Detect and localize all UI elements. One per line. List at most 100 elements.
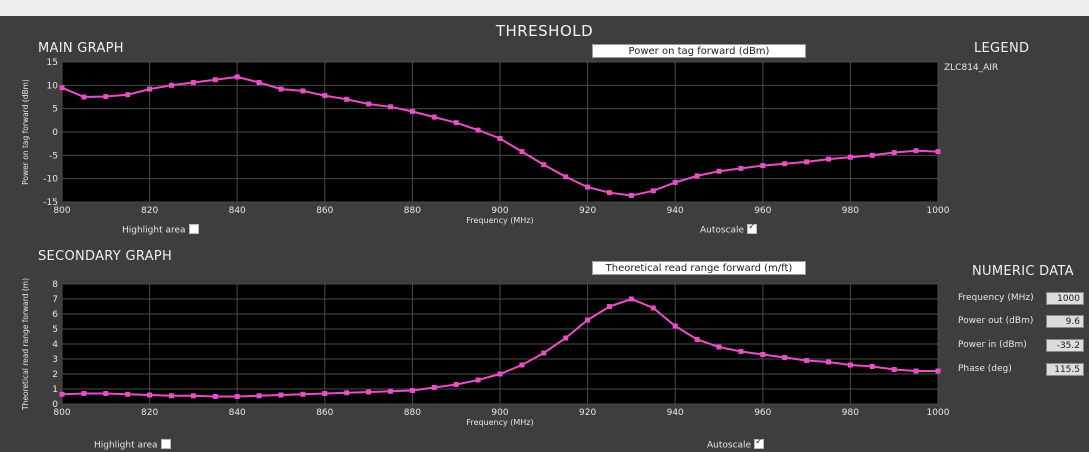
data-point <box>694 337 700 342</box>
x-tick-label: 960 <box>754 408 771 418</box>
data-point <box>716 168 722 174</box>
y-tick-label: -10 <box>43 175 58 185</box>
data-point <box>826 359 831 365</box>
numeric-row-power-in: Power in (dBm) -35.2 <box>958 339 1084 353</box>
main-autoscale-label: Autoscale <box>700 225 745 236</box>
data-point <box>716 344 722 350</box>
data-point <box>388 388 393 394</box>
data-point <box>190 393 196 399</box>
data-point <box>869 364 875 369</box>
x-tick-label: 1000 <box>927 408 950 418</box>
data-point <box>344 96 350 102</box>
secondary-highlight-area-control[interactable]: Highlight area <box>94 439 171 451</box>
data-point <box>497 136 503 142</box>
secondary-graph-title: SECONDARY GRAPH <box>38 249 173 264</box>
app-window: THRESHOLD MAIN GRAPH Power on tag forwar… <box>0 16 1089 452</box>
y-tick-label: 15 <box>47 58 58 68</box>
legend-item-zlc814-air: ZLC814_AIR <box>944 63 999 73</box>
data-point <box>125 92 131 98</box>
y-tick-label: 1 <box>52 385 58 395</box>
secondary-autoscale-control[interactable]: Autoscale <box>707 437 765 451</box>
data-point <box>300 391 306 397</box>
data-point <box>278 86 284 92</box>
data-point <box>475 377 481 383</box>
data-point <box>563 335 569 341</box>
y-tick-label: 0 <box>52 128 58 138</box>
data-point <box>103 391 109 396</box>
x-tick-label: 980 <box>842 206 859 216</box>
numeric-row-power-out: Power out (dBm) 9.6 <box>958 315 1084 329</box>
secondary-graph-selector[interactable]: Theoretical read range forward (m/ft) <box>592 261 806 275</box>
data-point <box>409 388 415 393</box>
numeric-value: 9.6 <box>1046 315 1084 328</box>
data-point <box>607 304 612 309</box>
data-point <box>607 190 612 196</box>
data-point <box>366 389 372 395</box>
data-point <box>891 150 897 156</box>
numeric-row-frequency: Frequency (MHz) 1000 <box>958 292 1084 306</box>
data-point <box>366 101 372 107</box>
legend-title: LEGEND <box>974 41 1030 56</box>
app-title: THRESHOLD <box>495 22 594 40</box>
data-point <box>453 120 459 126</box>
main-graph-chart: 800 820 840 860 880 900 920 940 960 980 1000 15 10 5 0… <box>21 58 950 225</box>
main-highlight-area-control[interactable]: Highlight area <box>122 224 199 236</box>
y-tick-label: 7 <box>52 295 58 305</box>
data-point <box>585 317 591 323</box>
data-point <box>256 393 262 399</box>
y-tick-label: -5 <box>49 151 58 161</box>
data-point <box>672 179 678 185</box>
data-point <box>103 94 109 100</box>
data-point <box>300 88 306 94</box>
secondary-autoscale-checkbox[interactable] <box>754 437 765 449</box>
y-tick-label: -15 <box>43 198 58 208</box>
data-point <box>585 184 591 190</box>
x-axis-label: Frequency (MHz) <box>466 418 533 427</box>
data-point <box>169 82 174 88</box>
x-tick-label: 820 <box>141 408 158 418</box>
numeric-value: -35.2 <box>1046 339 1084 352</box>
x-tick-label: 800 <box>53 206 70 216</box>
y-tick-label: 10 <box>47 81 59 91</box>
data-point <box>519 149 525 155</box>
y-tick-label: 6 <box>52 310 58 320</box>
data-point <box>563 174 569 180</box>
data-point <box>169 393 174 399</box>
main-graph-title: MAIN GRAPH <box>38 41 124 56</box>
x-tick-label: 820 <box>141 206 158 216</box>
x-tick-label: 920 <box>579 206 596 216</box>
data-point <box>935 149 941 155</box>
x-tick-label: 880 <box>404 408 421 418</box>
data-point <box>409 108 415 114</box>
data-point <box>804 358 810 363</box>
data-point <box>344 390 350 396</box>
data-point <box>935 368 941 374</box>
data-point <box>913 148 919 154</box>
x-tick-label: 860 <box>316 206 333 216</box>
data-point <box>388 104 393 110</box>
x-tick-label: 920 <box>579 408 596 418</box>
main-highlight-area-checkbox[interactable] <box>188 224 199 234</box>
x-tick-label: 800 <box>53 408 70 418</box>
data-point <box>475 127 481 133</box>
x-tick-label: 900 <box>491 408 508 418</box>
data-point <box>125 391 131 397</box>
data-point <box>147 392 153 398</box>
data-point <box>738 165 744 171</box>
main-autoscale-checkbox[interactable] <box>747 222 758 234</box>
y-axis-label: Power on tag forward (dBm) <box>21 79 30 185</box>
data-point <box>190 80 196 86</box>
data-point <box>869 152 875 158</box>
data-point <box>212 394 218 399</box>
data-point <box>234 394 240 399</box>
y-tick-label: 5 <box>52 325 58 335</box>
data-point <box>694 173 700 179</box>
data-point <box>847 154 853 160</box>
secondary-highlight-area-checkbox[interactable] <box>160 439 171 449</box>
main-autoscale-control[interactable]: Autoscale <box>700 222 758 236</box>
x-tick-label: 980 <box>842 408 859 418</box>
main-graph-selector[interactable]: Power on tag forward (dBm) <box>592 44 806 58</box>
numeric-label: Power in (dBm) <box>958 340 1027 350</box>
x-tick-label: 840 <box>229 408 246 418</box>
data-point <box>541 162 547 168</box>
